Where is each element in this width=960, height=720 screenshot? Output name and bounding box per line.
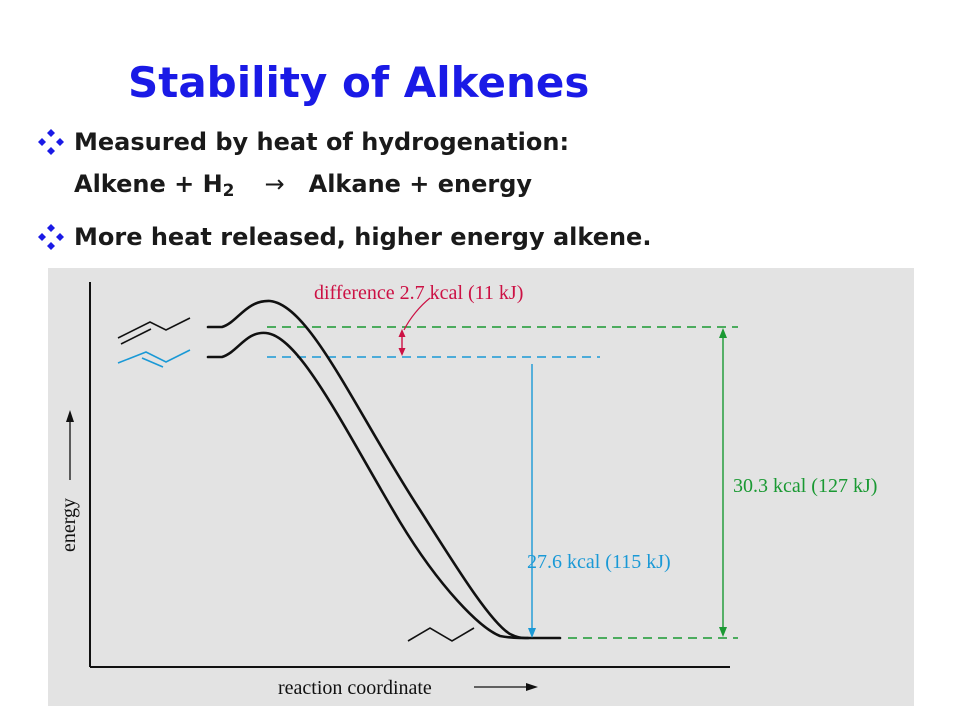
reaction-curve-lower (206, 331, 530, 640)
blue-energy-label: 27.6 kcal (115 kJ) (527, 551, 671, 573)
green-energy-arrow (719, 328, 727, 637)
y-axis-label: energy (58, 498, 80, 552)
reaction-arrow-icon: → (264, 170, 285, 198)
diamond-bullet-icon (38, 129, 64, 155)
reaction-curve-upper (206, 299, 562, 640)
x-axis-label: reaction coordinate (278, 677, 432, 699)
alkane-structure (407, 627, 475, 642)
green-energy-label: 30.3 kcal (127 kJ) (733, 475, 877, 497)
alkene-1-double-bond (120, 328, 152, 345)
equation-reactants: Alkene + H (74, 170, 223, 198)
blue-energy-arrow (528, 364, 536, 638)
y-axis-arrow-icon (66, 410, 74, 480)
x-axis-arrow-icon (474, 683, 538, 691)
bullet-text: More heat released, higher energy alkene… (74, 223, 652, 251)
equation-products: Alkane + energy (308, 170, 533, 198)
hydrogenation-equation: Alkene + H2 → Alkane + energy (74, 165, 532, 210)
energy-diagram-panel (48, 268, 914, 706)
bullet-text: Measured by heat of hydrogenation: (74, 128, 570, 156)
alkene-1-structure (117, 317, 191, 339)
difference-label: difference 2.7 kcal (11 kJ) (314, 282, 523, 304)
alkene-2-structure (117, 349, 191, 364)
alkene-2-double-bond (141, 357, 164, 368)
difference-arrow (398, 297, 431, 356)
equation-subscript: 2 (222, 181, 235, 201)
diamond-bullet-icon (38, 224, 64, 250)
page-title: Stability of Alkenes (128, 58, 590, 107)
